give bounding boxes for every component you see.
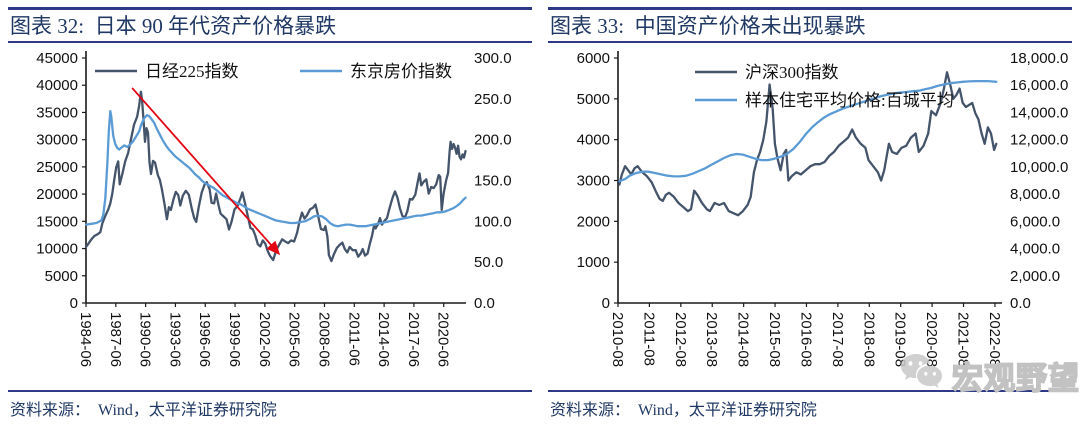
panel-china-chart: 图表 33: 中国资产价格未出现暴跌 0 1000 2000 3000 4000 5000… <box>540 0 1080 424</box>
trend-arrow <box>131 87 281 256</box>
title-top-rule <box>548 7 1072 10</box>
series-line-0 <box>84 90 467 263</box>
x-axis-tick-label: 2013-08 <box>703 312 720 367</box>
right-axis-tick-label: 50.0 <box>474 254 503 271</box>
x-axis-tick-label: 2020-08 <box>923 312 940 367</box>
legend-label: 沪深300指数 <box>745 63 839 82</box>
right-axis-tick-label: 2,000.0 <box>1010 268 1060 285</box>
x-axis-tick-label: 2016-08 <box>797 312 814 367</box>
source-top-rule <box>548 390 1072 392</box>
right-axis-tick-label: 0.0 <box>474 295 495 312</box>
right-axis-tick-label: 16,000.0 <box>1010 77 1068 94</box>
left-axis-tick-label: 3000 <box>577 173 610 190</box>
x-axis-tick-label: 2011-08 <box>640 312 657 366</box>
x-axis-tick-label: 2011-06 <box>345 312 362 366</box>
right-axis-tick-label: 4,000.0 <box>1010 241 1060 258</box>
x-axis-tick-label: 2019-08 <box>892 312 909 367</box>
x-axis-tick-label: 2005-06 <box>286 312 303 367</box>
right-axis-tick-label: 6,000.0 <box>1010 213 1060 230</box>
right-axis-tick-label: 150.0 <box>474 173 512 190</box>
chart-japan: 0 5000 10000 15000 20000 25000 30000 35000 40000… <box>36 50 512 367</box>
left-axis-tick-label: 45000 <box>36 50 78 67</box>
left-axis-tick-label: 0 <box>602 295 610 312</box>
series-line-0 <box>618 71 998 217</box>
left-axis-tick-label: 20000 <box>36 186 78 203</box>
right-axis-tick-label: 300.0 <box>474 50 512 67</box>
series-line-1 <box>84 109 467 228</box>
left-axis-tick-label: 40000 <box>36 77 78 94</box>
left-axis-tick-label: 6000 <box>577 50 610 67</box>
series-line-1 <box>618 79 998 183</box>
right-axis-tick-label: 12,000.0 <box>1010 132 1068 149</box>
left-axis-tick-label: 1000 <box>577 254 610 271</box>
right-axis-tick-label: 10,000.0 <box>1010 159 1068 176</box>
left-axis-tick-label: 4000 <box>577 132 610 149</box>
title-top-rule <box>8 7 532 10</box>
left-axis-tick-label: 5000 <box>45 268 78 285</box>
x-axis-tick-label: 2015-08 <box>766 312 783 367</box>
x-axis-tick-label: 1999-06 <box>226 312 243 367</box>
source-note: 资料来源： Wind，太平洋证券研究院 <box>550 402 817 419</box>
x-axis-tick-label: 2020-06 <box>435 312 452 367</box>
source-note: 资料来源： Wind，太平洋证券研究院 <box>10 402 277 419</box>
chart-title-33: 图表 33: 中国资产价格未出现暴跌 <box>550 14 866 38</box>
right-axis-tick-label: 18,000.0 <box>1010 50 1068 67</box>
left-axis-tick-label: 10000 <box>36 241 78 258</box>
right-axis-tick-label: 100.0 <box>474 213 512 230</box>
panel-japan-chart: 图表 32: 日本 90 年代资产价格暴跌 0 5000 10000 15000 200… <box>8 7 532 419</box>
x-axis-tick-label: 2017-06 <box>405 312 422 367</box>
legend-label: 东京房价指数 <box>350 62 452 81</box>
legend-label: 日经225指数 <box>145 62 239 81</box>
chart-canvas: 0 1000 2000 3000 4000 5000 6000 0.0 2,000.0 4,000… <box>577 50 1069 367</box>
x-axis-tick-label: 2014-06 <box>375 312 392 367</box>
x-axis-tick-label: 2010-08 <box>609 312 626 367</box>
left-axis-tick-label: 30000 <box>36 132 78 149</box>
right-axis-tick-label: 14,000.0 <box>1010 104 1068 121</box>
left-axis-tick-label: 25000 <box>36 159 78 176</box>
left-axis-tick-label: 2000 <box>577 213 610 230</box>
x-axis-tick-label: 2002-06 <box>256 312 273 367</box>
chart-china: 0 1000 2000 3000 4000 5000 6000 0.0 2,000.0 4,000… <box>540 0 1080 424</box>
right-axis-tick-label: 0.0 <box>1010 295 1031 312</box>
x-axis-tick-label: 2018-08 <box>860 312 877 367</box>
chart-canvas: 0 5000 10000 15000 20000 25000 30000 35000 40000… <box>36 50 512 367</box>
left-axis-tick-label: 35000 <box>36 104 78 121</box>
x-axis-tick-label: 2014-08 <box>735 312 752 367</box>
left-axis-tick-label: 15000 <box>36 213 78 230</box>
left-axis-tick-label: 5000 <box>577 91 610 108</box>
x-axis-tick-label: 1984-06 <box>77 312 94 367</box>
source-top-rule <box>8 390 532 392</box>
x-axis-tick-label: 2012-08 <box>672 312 689 367</box>
x-axis-tick-label: 2017-08 <box>829 312 846 367</box>
chart-title-32: 图表 32: 日本 90 年代资产价格暴跌 <box>10 14 337 38</box>
right-axis-tick-label: 200.0 <box>474 132 512 149</box>
x-axis-tick-label: 1990-06 <box>137 312 154 367</box>
x-axis-tick-label: 2022-08 <box>986 312 1003 367</box>
x-axis-tick-label: 2008-06 <box>315 312 332 367</box>
left-axis-tick-label: 0 <box>70 295 78 312</box>
x-axis-tick-label: 1993-06 <box>166 312 183 367</box>
right-axis-tick-label: 250.0 <box>474 91 512 108</box>
legend-label: 样本住宅平均价格:百城平均 <box>745 91 954 110</box>
title-bottom-rule <box>8 41 532 43</box>
title-bottom-rule <box>548 41 1072 43</box>
x-axis-tick-label: 1987-06 <box>107 312 124 367</box>
x-axis-tick-label: 1996-06 <box>196 312 213 367</box>
x-axis-tick-label: 2021-08 <box>955 312 972 367</box>
right-axis-tick-label: 8,000.0 <box>1010 186 1060 203</box>
